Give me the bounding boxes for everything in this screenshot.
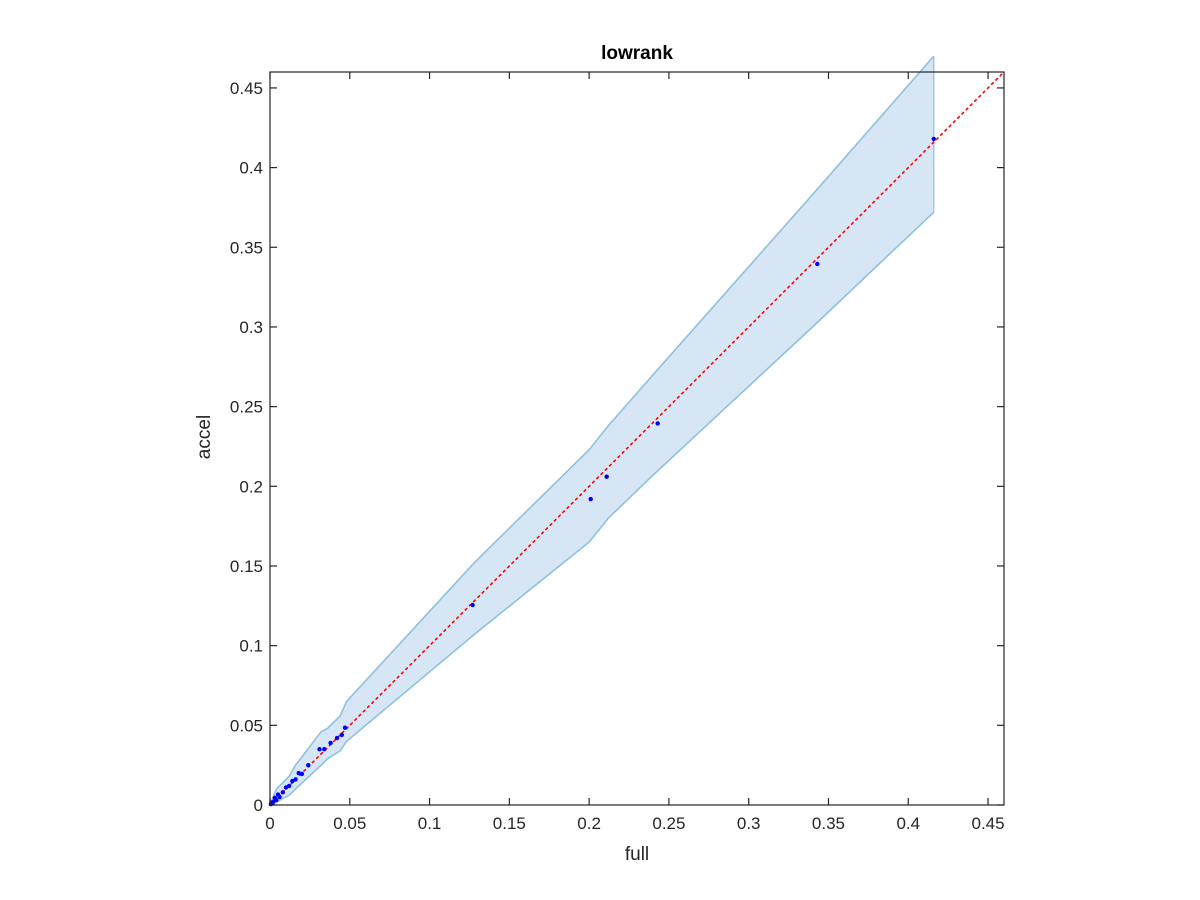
y-tick-label: 0.25 (230, 398, 263, 417)
x-tick-label: 0.2 (577, 814, 601, 833)
x-tick-label: 0.05 (333, 814, 366, 833)
data-point (322, 747, 327, 752)
data-point (470, 602, 475, 608)
data-point (274, 798, 279, 803)
y-tick-label: 0.15 (230, 557, 263, 576)
x-tick-label: 0.3 (737, 814, 761, 833)
identity-line (269, 71, 1005, 806)
data-point (317, 747, 322, 752)
data-point (815, 261, 820, 267)
confidence-band-fill (270, 56, 934, 806)
data-point (342, 725, 348, 730)
data-point (277, 794, 282, 800)
data-point (306, 763, 311, 768)
y-tick-label: 0.4 (239, 159, 263, 178)
plot-area: 0 0.05 0.1 0.15 0.2 0.25 0.3 0.35 0.4 0.45 0 0.05 0.… (230, 55, 1005, 833)
x-tick-label: 0.1 (418, 814, 442, 833)
data-point (293, 777, 298, 782)
y-tick-label: 0.45 (230, 79, 263, 98)
confidence-band-lower-line (269, 211, 935, 806)
x-tick-label: 0.4 (896, 814, 920, 833)
x-tick-label: 0.15 (493, 814, 526, 833)
x-tick-label: 0.45 (971, 814, 1004, 833)
data-point (280, 790, 285, 795)
y-tick-label: 0.05 (230, 716, 263, 735)
y-tick-label: 0 (254, 796, 263, 815)
y-tick-label: 0.3 (239, 318, 263, 337)
x-tick-label: 0.25 (652, 814, 685, 833)
y-tick-label: 0.1 (239, 637, 263, 656)
data-point (339, 732, 344, 738)
chart-title: lowrank (601, 43, 673, 64)
data-point (604, 474, 609, 479)
data-point (328, 740, 333, 746)
data-point (299, 771, 305, 777)
y-tick-label: 0.2 (239, 477, 263, 496)
data-point (588, 496, 593, 502)
y-axis-label: accel (194, 415, 215, 459)
data-point (286, 783, 292, 789)
confidence-band-upper-line (269, 55, 935, 806)
axes-box (269, 71, 1005, 806)
x-tick-label: 0 (265, 814, 274, 833)
data-point (334, 735, 340, 741)
x-axis-label: full (625, 844, 649, 865)
data-point (931, 136, 936, 142)
y-tick-label: 0.35 (230, 238, 263, 257)
data-point (655, 421, 660, 426)
x-tick-label: 0.35 (812, 814, 845, 833)
